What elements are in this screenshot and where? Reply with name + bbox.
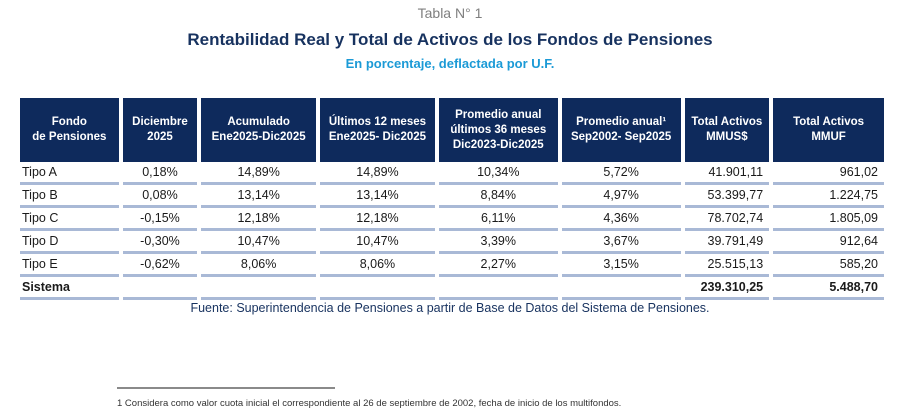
value-cell: 5.488,70 [773, 277, 884, 300]
column-header-line: 2025 [147, 131, 173, 143]
value-cell [122, 277, 198, 300]
column-header-line: Total Activos [691, 116, 763, 128]
value-cell: 13,14% [320, 185, 435, 208]
total-row: Sistema 239.310,25 5.488,70 [20, 277, 884, 300]
value-cell: 0,08% [122, 185, 198, 208]
column-header-line: Ene2025-Dic2025 [211, 131, 306, 143]
column-header: Últimos 12 meses Ene2025- Dic2025 [320, 98, 435, 162]
table-row: Tipo E -0,62% 8,06% 8,06% 2,27% 3,15% 25.515,1… [20, 254, 884, 277]
value-cell: 3,67% [561, 231, 681, 254]
value-cell: 10,47% [201, 231, 317, 254]
value-cell: 1.805,09 [773, 208, 884, 231]
column-header: Promedio anual¹ Sep2002- Sep2025 [561, 98, 681, 162]
fund-name-cell: Tipo C [20, 208, 119, 231]
value-cell: 0,18% [122, 162, 198, 185]
value-cell: 12,18% [320, 208, 435, 231]
value-cell: 13,14% [201, 185, 317, 208]
fund-name-cell: Tipo E [20, 254, 119, 277]
table-title: Rentabilidad Real y Total de Activos de … [187, 30, 713, 49]
column-header-line: Total Activos [793, 116, 865, 128]
table-row: Tipo B 0,08% 13,14% 13,14% 8,84% 4,97% 53.399,… [20, 185, 884, 208]
column-header-line: Dic2023-Dic2025 [452, 138, 544, 151]
column-header: Fondo de Pensiones [20, 98, 119, 162]
value-cell: 6,11% [438, 208, 558, 231]
value-cell: 585,20 [773, 254, 884, 277]
column-header: Acumulado Ene2025-Dic2025 [201, 98, 317, 162]
column-header-line: MMUF [811, 131, 846, 143]
value-cell: 14,89% [201, 162, 317, 185]
value-cell: 25.515,13 [684, 254, 770, 277]
column-header-line: Sep2002- Sep2025 [570, 131, 672, 143]
value-cell: 10,47% [320, 231, 435, 254]
table-row: Tipo C -0,15% 12,18% 12,18% 6,11% 4,36% 78.702… [20, 208, 884, 231]
fund-name-cell: Tipo B [20, 185, 119, 208]
table-subtitle: En porcentaje, deflactada por U.F. [345, 56, 555, 71]
value-cell: 4,97% [561, 185, 681, 208]
column-header-line: Fondo [51, 116, 87, 128]
header-row: Fondo de Pensiones Diciembre 2025 Acumulado E… [20, 98, 884, 162]
table-row: Tipo A 0,18% 14,89% 14,89% 10,34% 5,72% 41.901… [20, 162, 884, 185]
column-header-line: Promedio anual¹ [576, 116, 667, 128]
footnote-divider [117, 387, 335, 389]
value-cell [438, 277, 558, 300]
column-header: Total Activos MMUF [773, 98, 884, 162]
fund-name-cell: Tipo A [20, 162, 119, 185]
value-cell: 41.901,11 [684, 162, 770, 185]
value-cell: 8,06% [201, 254, 317, 277]
value-cell: 8,06% [320, 254, 435, 277]
value-cell: 4,36% [561, 208, 681, 231]
value-cell: 39.791,49 [684, 231, 770, 254]
value-cell: 239.310,25 [684, 277, 770, 300]
column-header-line: últimos 36 meses [450, 123, 547, 136]
value-cell: 3,39% [438, 231, 558, 254]
value-cell: 8,84% [438, 185, 558, 208]
value-cell: 14,89% [320, 162, 435, 185]
column-header-line: Últimos 12 meses [328, 116, 427, 128]
value-cell: 961,02 [773, 162, 884, 185]
value-cell: 2,27% [438, 254, 558, 277]
pension-funds-table: Fondo de Pensiones Diciembre 2025 Acumulado E… [16, 98, 888, 300]
footnote: 1 Considera como valor cuota inicial el … [117, 398, 622, 409]
column-header: Promedio anual últimos 36 meses Dic2023-Di… [438, 98, 558, 162]
value-cell: 1.224,75 [773, 185, 884, 208]
column-header-line: MMUS$ [706, 131, 748, 143]
column-header-line: Ene2025- Dic2025 [328, 131, 427, 143]
column-header-line: Promedio anual [455, 108, 542, 121]
value-cell: -0,62% [122, 254, 198, 277]
source-note: Fuente: Superintendencia de Pensiones a … [190, 301, 710, 315]
value-cell: 10,34% [438, 162, 558, 185]
value-cell: 78.702,74 [684, 208, 770, 231]
value-cell: 53.399,77 [684, 185, 770, 208]
fund-name-cell: Sistema [20, 277, 119, 300]
value-cell: 912,64 [773, 231, 884, 254]
value-cell: 12,18% [201, 208, 317, 231]
column-header-line: Acumulado [227, 116, 290, 128]
value-cell: 5,72% [561, 162, 681, 185]
value-cell [201, 277, 317, 300]
column-header-line: de Pensiones [32, 131, 107, 143]
column-header: Diciembre 2025 [122, 98, 198, 162]
value-cell: -0,30% [122, 231, 198, 254]
table-caption: Tabla N° 1 [417, 5, 483, 21]
column-header: Total Activos MMUS$ [684, 98, 770, 162]
value-cell: 3,15% [561, 254, 681, 277]
value-cell: -0,15% [122, 208, 198, 231]
table-row: Tipo D -0,30% 10,47% 10,47% 3,39% 3,67% 39.791… [20, 231, 884, 254]
column-header-line: Diciembre [132, 116, 188, 128]
value-cell [320, 277, 435, 300]
fund-name-cell: Tipo D [20, 231, 119, 254]
value-cell [561, 277, 681, 300]
